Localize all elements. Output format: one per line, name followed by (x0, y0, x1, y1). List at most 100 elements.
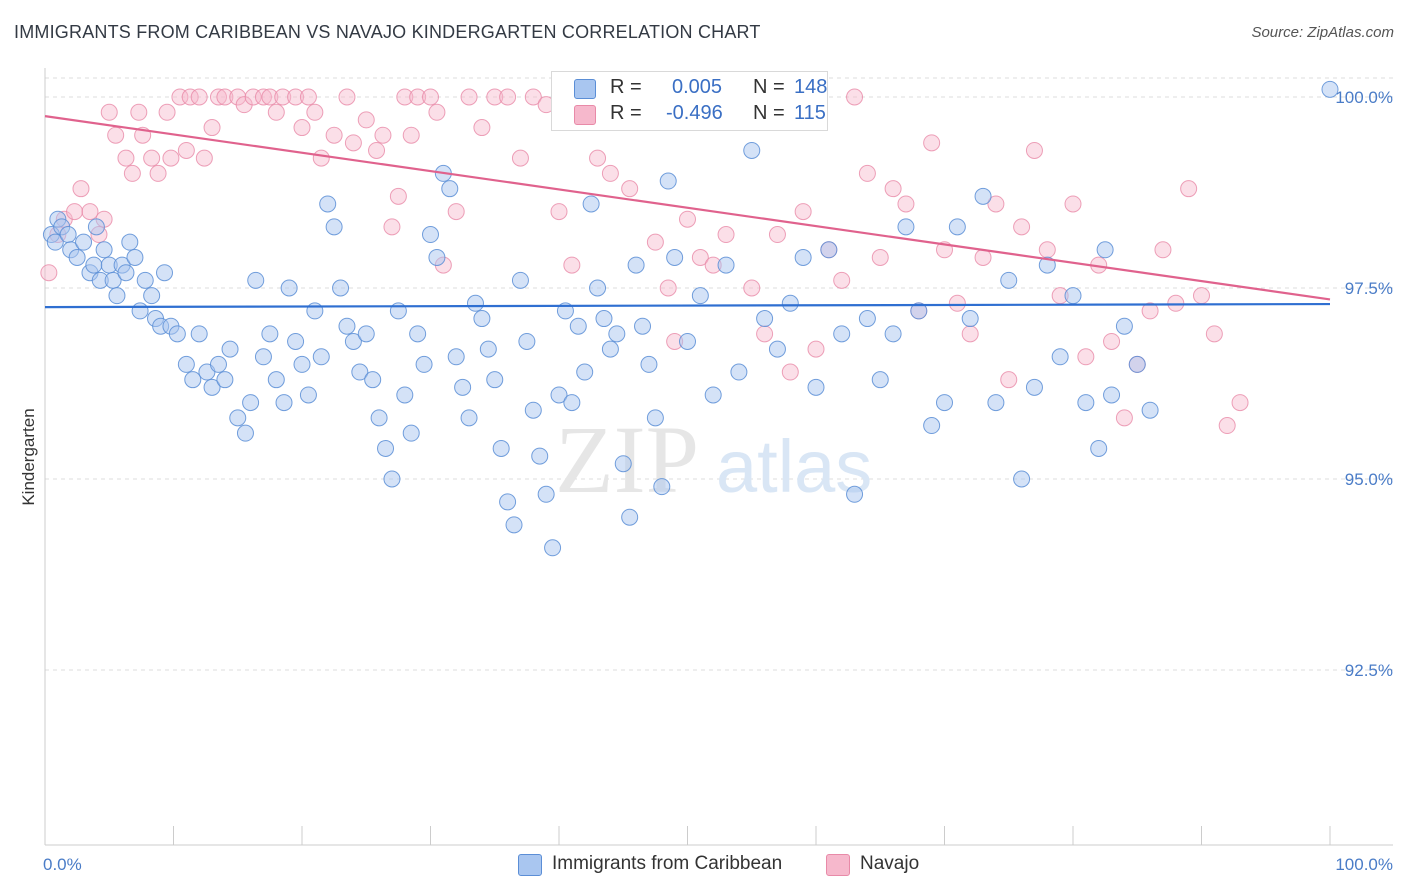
navajo-point (1115, 409, 1133, 427)
caribbean-point (936, 394, 953, 412)
caribbean-point (460, 409, 478, 427)
caribbean-point (75, 233, 93, 251)
caribbean-point (441, 180, 459, 198)
stats-legend: R = 0.005 N = 148 R = -0.496 N = 115 (551, 71, 828, 131)
bottom-legend-swatch-blue (518, 854, 542, 876)
navajo-point (460, 88, 478, 106)
y-tick-label: 100.0% (1335, 88, 1393, 107)
navajo-point (1180, 180, 1198, 198)
caribbean-point (923, 417, 941, 435)
navajo-point (621, 180, 639, 198)
navajo-point (261, 88, 279, 106)
caribbean-point (117, 264, 135, 282)
caribbean-point (653, 478, 671, 496)
caribbean-point (1000, 271, 1018, 289)
caribbean-point (131, 302, 149, 320)
caribbean-point (466, 294, 484, 312)
navajo-point (1141, 302, 1159, 320)
caribbean-point (910, 302, 928, 320)
legend-r-value: -0.496 (666, 102, 723, 124)
caribbean-point (743, 141, 761, 159)
navajo-point (499, 88, 517, 106)
navajo-point (422, 88, 439, 106)
navajo-point (40, 264, 58, 282)
navajo-point (1013, 218, 1031, 236)
y-tick-label: 97.5% (1345, 279, 1393, 298)
watermark: ZIP atlas (555, 406, 872, 513)
navajo-point (1218, 417, 1236, 435)
caribbean-point (640, 355, 658, 373)
navajo-point (691, 248, 709, 266)
legend-n-value: 148 (794, 76, 828, 98)
navajo-point (389, 187, 407, 205)
caribbean-point (1013, 470, 1031, 488)
navajo-point (368, 141, 386, 159)
caribbean-point (582, 195, 600, 213)
caribbean-point (247, 271, 265, 289)
navajo-point (409, 88, 427, 106)
caribbean-point (858, 310, 876, 328)
legend-n-label: N = (753, 102, 785, 124)
caribbean-point (1025, 378, 1043, 396)
navajo-point (306, 103, 324, 121)
x-tick-labels: 0.0% 100.0% (43, 855, 1393, 874)
caribbean-point (518, 332, 536, 350)
caribbean-point (108, 287, 126, 305)
navajo-point (1103, 332, 1121, 350)
caribbean-point (338, 317, 356, 335)
caribbean-point (524, 401, 542, 419)
caribbean-point (627, 256, 645, 274)
navajo-point (143, 149, 161, 167)
navajo-point (203, 119, 221, 137)
navajo-point (81, 203, 99, 221)
legend-swatch-blue (574, 79, 596, 99)
navajo-point (216, 88, 234, 106)
navajo-point (1064, 195, 1082, 213)
bottom-legend-swatch-pink (826, 854, 850, 876)
y-tick-label: 92.5% (1345, 661, 1393, 680)
caribbean-point (287, 332, 305, 350)
legend-n-value: 115 (794, 102, 826, 124)
caribbean-point (563, 394, 581, 412)
pink-points (40, 88, 1249, 435)
navajo-point (846, 88, 864, 106)
y-axis-label: Kindergarten (19, 408, 38, 505)
caribbean-point (319, 195, 337, 213)
bottom-legend-label: Immigrants from Caribbean (552, 853, 783, 874)
caribbean-point (473, 310, 491, 328)
caribbean-point (1064, 287, 1082, 305)
legend-r-value: 0.005 (672, 76, 723, 98)
navajo-point (646, 233, 664, 251)
navajo-point (267, 103, 285, 121)
caribbean-point (121, 233, 139, 251)
navajo-point (402, 126, 420, 144)
navajo-point (209, 88, 227, 106)
navajo-point (344, 134, 362, 152)
x-tick-label: 0.0% (43, 855, 82, 874)
caribbean-point (357, 325, 375, 343)
caribbean-point (409, 325, 427, 343)
navajo-point (299, 88, 317, 106)
navajo-point (871, 248, 889, 266)
navajo-point (287, 88, 305, 106)
legend-swatch-pink (574, 105, 596, 125)
legend-n-label: N = (753, 76, 785, 98)
caribbean-point (730, 363, 748, 381)
caribbean-point (691, 287, 709, 305)
navajo-point (100, 103, 118, 121)
navajo-point (312, 149, 330, 167)
navajo-point (589, 149, 607, 167)
navajo-point (1000, 371, 1018, 389)
caribbean-point (537, 485, 555, 503)
navajo-point (274, 88, 292, 106)
caribbean-point (293, 355, 311, 373)
caribbean-point (569, 317, 587, 335)
caribbean-point (1096, 241, 1114, 259)
caribbean-point (833, 325, 851, 343)
caribbean-point (531, 447, 549, 465)
caribbean-point (242, 394, 260, 412)
navajo-point (563, 256, 581, 274)
caribbean-point (136, 271, 154, 289)
gridlines (45, 77, 1393, 671)
